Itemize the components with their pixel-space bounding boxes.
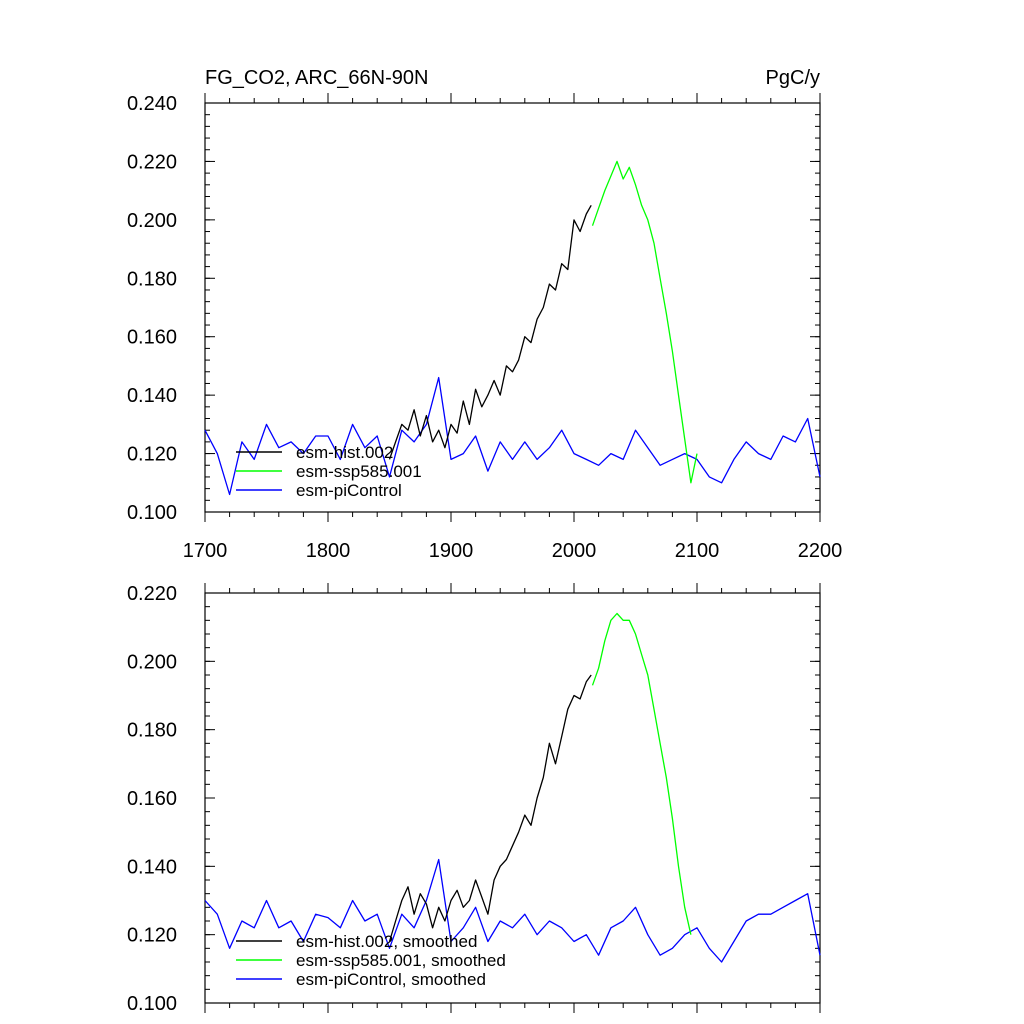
series-line-esm-picontrol bbox=[204, 376, 821, 496]
y-tick-label: 0.160 bbox=[127, 327, 177, 349]
y-tick-label: 0.180 bbox=[127, 268, 177, 290]
legend-label: esm-hist.002 bbox=[296, 443, 393, 462]
x-tick-label: 2200 bbox=[798, 540, 843, 562]
y-tick-label: 0.120 bbox=[127, 925, 177, 947]
series-line-esm-picontrol-smoothed bbox=[204, 858, 821, 963]
y-tick-label: 0.220 bbox=[127, 583, 177, 605]
bottom-panel: 0.100 0.120 0.140 0.160 0.180 0.200 0.220 esm-… bbox=[127, 583, 821, 1015]
series-line-esm-hist-002 bbox=[388, 204, 592, 460]
y-tick-label: 0.100 bbox=[127, 993, 177, 1015]
top-panel: 0.100 0.120 0.140 0.160 0.180 0.200 0.220 0.240… bbox=[127, 93, 842, 562]
top-plot-frame bbox=[204, 102, 821, 513]
x-tick-label: 1900 bbox=[429, 540, 474, 562]
y-tick-label: 0.220 bbox=[127, 151, 177, 173]
y-tick-label: 0.160 bbox=[127, 788, 177, 810]
legend-label: esm-ssp585.001 bbox=[296, 462, 422, 481]
units-label: PgC/y bbox=[766, 67, 820, 89]
series-line-esm-hist-002-smoothed bbox=[388, 674, 592, 942]
y-tick-label: 0.120 bbox=[127, 444, 177, 466]
y-tick-label: 0.200 bbox=[127, 210, 177, 232]
y-tick-label: 0.140 bbox=[127, 385, 177, 407]
legend-label: esm-piControl, smoothed bbox=[296, 970, 486, 989]
y-tick-label: 0.140 bbox=[127, 856, 177, 878]
x-tick-label: 2100 bbox=[675, 540, 720, 562]
x-tick-label: 1700 bbox=[183, 540, 228, 562]
series-line-esm-ssp585-001 bbox=[591, 160, 698, 484]
y-tick-label: 0.100 bbox=[127, 502, 177, 524]
y-tick-label: 0.180 bbox=[127, 720, 177, 742]
y-tick-label: 0.240 bbox=[127, 93, 177, 115]
y-tick-label: 0.200 bbox=[127, 651, 177, 673]
legend-label: esm-piControl bbox=[296, 481, 402, 500]
legend-label: esm-hist.002, smoothed bbox=[296, 932, 477, 951]
legend-label: esm-ssp585.001, smoothed bbox=[296, 951, 506, 970]
chart-title: FG_CO2, ARC_66N-90N bbox=[205, 67, 428, 89]
series-line-esm-ssp585-001-smoothed bbox=[591, 612, 692, 935]
x-tick-label: 1800 bbox=[306, 540, 351, 562]
x-tick-label: 2000 bbox=[552, 540, 597, 562]
